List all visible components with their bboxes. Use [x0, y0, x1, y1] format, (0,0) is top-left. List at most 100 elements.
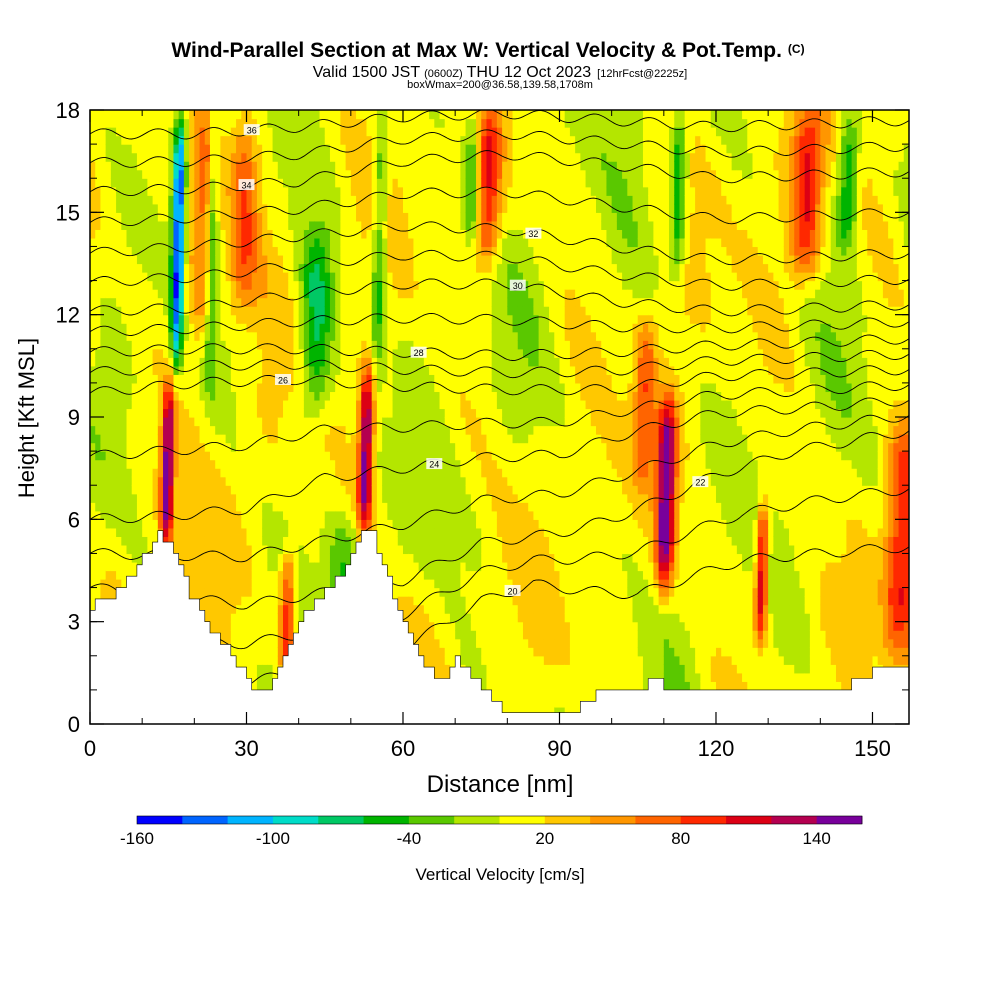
velocity-cell — [288, 161, 295, 171]
velocity-cell — [418, 468, 425, 478]
velocity-cell — [382, 118, 388, 128]
velocity-cell — [397, 246, 404, 256]
velocity-cell — [215, 553, 222, 563]
velocity-cell — [408, 195, 415, 205]
velocity-cell — [267, 408, 274, 418]
velocity-cell — [371, 203, 378, 213]
velocity-cell — [246, 382, 253, 393]
velocity-cell — [100, 357, 107, 367]
velocity-cell — [204, 118, 211, 128]
velocity-cell — [283, 135, 289, 145]
velocity-cell — [157, 314, 164, 324]
velocity-cell — [272, 510, 279, 520]
velocity-cell — [429, 144, 435, 154]
velocity-cell — [121, 178, 128, 188]
velocity-cell — [335, 323, 341, 333]
velocity-cell — [429, 399, 435, 410]
velocity-cell — [303, 382, 310, 393]
velocity-cell — [434, 655, 441, 665]
velocity-cell — [444, 613, 451, 623]
velocity-cell — [131, 229, 138, 239]
velocity-cell — [241, 621, 248, 631]
velocity-cell — [283, 417, 289, 427]
velocity-cell — [147, 203, 154, 213]
velocity-cell — [241, 229, 248, 239]
velocity-cell — [121, 118, 128, 128]
velocity-cell — [178, 502, 185, 512]
velocity-cell — [329, 246, 336, 256]
velocity-cell — [142, 289, 148, 299]
velocity-cell — [236, 570, 242, 580]
velocity-cell — [215, 212, 222, 222]
velocity-cell — [204, 186, 211, 196]
velocity-cell — [329, 263, 336, 273]
velocity-cell — [168, 485, 175, 495]
velocity-cell — [314, 118, 321, 128]
velocity-cell — [199, 161, 206, 171]
velocity-cell — [90, 169, 96, 179]
velocity-cell — [272, 408, 279, 418]
velocity-cell — [293, 169, 300, 179]
velocity-cell — [225, 212, 232, 222]
velocity-cell — [423, 348, 430, 358]
velocity-cell — [293, 596, 300, 606]
velocity-cell — [429, 135, 435, 145]
velocity-cell — [262, 630, 268, 640]
velocity-cell — [121, 434, 128, 444]
velocity-cell — [309, 272, 315, 282]
velocity-cell — [288, 613, 295, 623]
velocity-cell — [220, 110, 227, 120]
velocity-cell — [163, 442, 169, 452]
velocity-cell — [329, 527, 336, 537]
velocity-cell — [256, 340, 263, 350]
velocity-cell — [434, 203, 441, 213]
velocity-cell — [157, 135, 164, 145]
velocity-cell — [272, 536, 279, 546]
velocity-cell — [335, 118, 341, 128]
velocity-cell — [142, 229, 148, 239]
velocity-cell — [319, 527, 326, 537]
velocity-cell — [241, 493, 248, 503]
velocity-cell — [314, 408, 321, 418]
velocity-cell — [392, 442, 399, 452]
velocity-cell — [298, 417, 305, 427]
velocity-cell — [439, 613, 446, 623]
velocity-cell — [168, 348, 175, 358]
velocity-cell — [329, 306, 336, 316]
velocity-cell — [241, 442, 248, 452]
velocity-cell — [319, 476, 326, 486]
velocity-cell — [324, 178, 331, 188]
velocity-cell — [136, 459, 143, 469]
velocity-cell — [262, 391, 268, 401]
velocity-cell — [246, 664, 253, 674]
velocity-cell — [283, 178, 289, 188]
velocity-cell — [298, 434, 305, 444]
velocity-cell — [246, 527, 253, 537]
velocity-cell — [178, 246, 185, 256]
velocity-cell — [423, 135, 430, 145]
velocity-cell — [173, 510, 180, 520]
velocity-cell — [225, 169, 232, 179]
velocity-cell — [246, 186, 253, 196]
velocity-cell — [309, 280, 315, 290]
velocity-cell — [95, 425, 102, 435]
velocity-cell — [309, 144, 315, 154]
velocity-cell — [319, 118, 326, 128]
velocity-cell — [371, 357, 378, 367]
velocity-cell — [173, 425, 180, 435]
velocity-cell — [147, 169, 154, 179]
velocity-cell — [444, 399, 451, 410]
velocity-cell — [434, 254, 441, 265]
velocity-cell — [408, 314, 415, 324]
velocity-cell — [272, 621, 279, 631]
velocity-cell — [402, 382, 409, 393]
velocity-cell — [262, 613, 268, 623]
velocity-cell — [241, 417, 248, 427]
velocity-cell — [402, 127, 409, 137]
velocity-cell — [402, 553, 409, 563]
velocity-cell — [371, 178, 378, 188]
velocity-cell — [329, 493, 336, 503]
velocity-cell — [335, 502, 341, 512]
velocity-cell — [387, 459, 394, 469]
velocity-cell — [319, 451, 326, 461]
